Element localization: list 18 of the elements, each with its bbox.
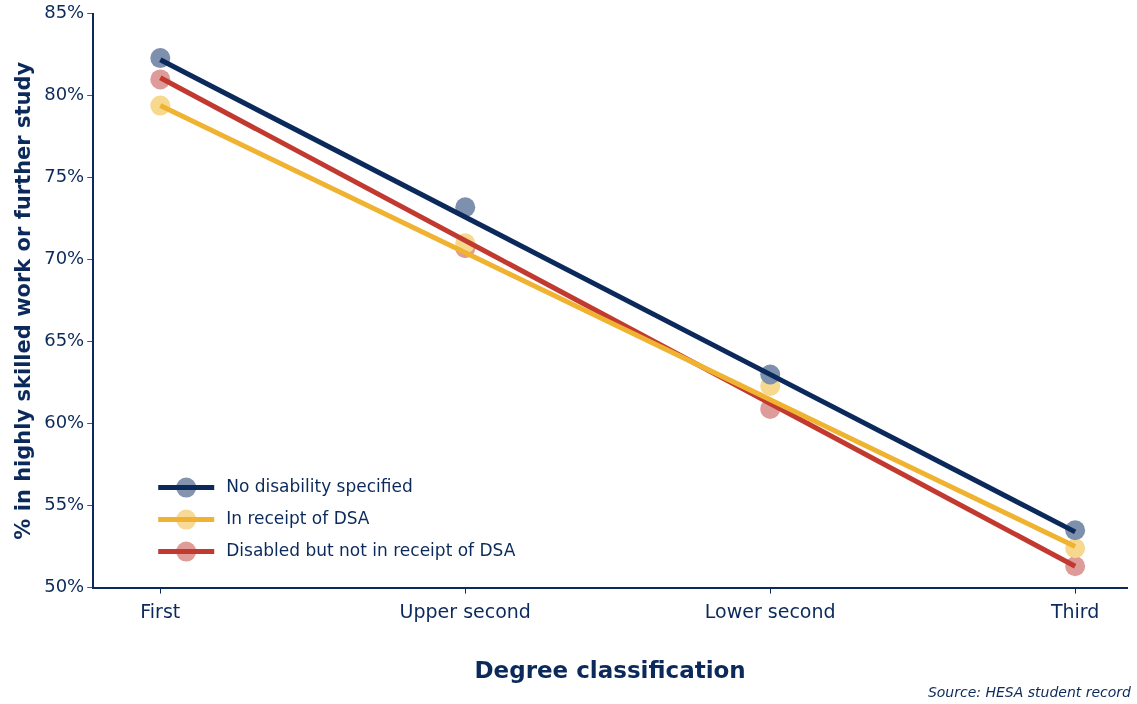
y-tick-label: 85% — [44, 1, 85, 23]
x-axis-title: Degree classification — [474, 657, 746, 684]
x-tick-label: Upper second — [399, 599, 531, 622]
source-note: Source: HESA student record — [927, 683, 1132, 700]
y-tick-label: 50% — [44, 575, 85, 597]
legend-label: In receipt of DSA — [226, 508, 370, 529]
legend-label: No disability specified — [226, 476, 413, 497]
x-tick-label: Third — [1049, 599, 1100, 622]
y-tick-label: 60% — [44, 411, 85, 433]
y-tick-label: 75% — [44, 165, 85, 187]
legend-label: Disabled but not in receipt of DSA — [226, 540, 516, 561]
y-tick-label: 55% — [44, 493, 85, 515]
y-tick-label: 65% — [44, 329, 85, 351]
y-tick-label: 70% — [44, 247, 85, 269]
y-tick-label: 80% — [44, 83, 85, 105]
y-axis-title: % in highly skilled work or further study — [11, 61, 36, 540]
x-tick-label: First — [140, 599, 181, 622]
x-tick-label: Lower second — [704, 599, 836, 622]
